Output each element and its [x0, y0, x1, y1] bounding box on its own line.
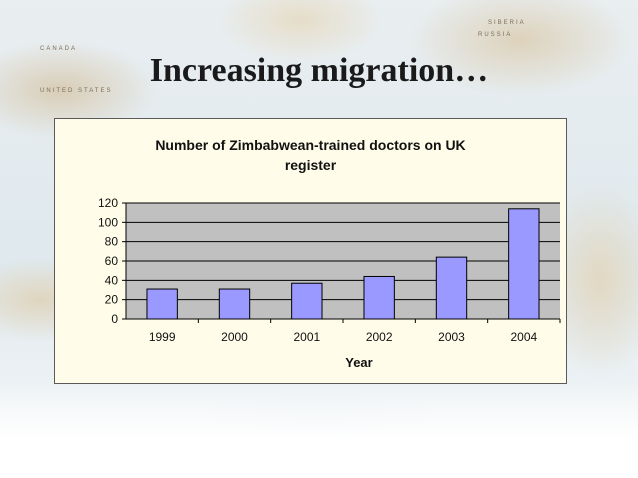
bar-2001 [291, 282, 323, 320]
y-tick-label: 60 [105, 254, 119, 268]
x-tick-label-2001: 2001 [293, 330, 320, 344]
bar-2002 [363, 275, 395, 320]
x-axis-title: Year [345, 355, 373, 370]
y-tick-label: 0 [111, 312, 118, 326]
chart-title: Number of Zimbabwean-trained doctors on … [55, 135, 566, 175]
slide-title: Increasing migration… [149, 52, 489, 89]
x-tick-label-1999: 1999 [149, 330, 176, 344]
map-label-siberia: SIBERIA [488, 20, 526, 26]
bar-1999 [146, 288, 178, 320]
bar-2000 [218, 288, 251, 320]
y-tick-label: 20 [105, 293, 119, 307]
x-tick-label-2004: 2004 [510, 330, 537, 344]
bar-chart: 0 20 40 60 80 100 120 1999 2000 2001 2002 2003 2004 [98, 196, 561, 344]
bar-2004 [508, 208, 540, 320]
x-tick-label-2000: 2000 [221, 330, 248, 344]
chart-title-line-2: register [284, 157, 337, 173]
chart-panel: Number of Zimbabwean-trained doctors on … [54, 118, 567, 384]
x-tick-label-2002: 2002 [366, 330, 393, 344]
x-tick-label-2003: 2003 [438, 330, 465, 344]
chart-title-line-1: Number of Zimbabwean-trained doctors on … [155, 137, 466, 153]
map-label-canada: CANADA [40, 46, 78, 52]
y-tick-label: 40 [105, 273, 119, 287]
y-tick-label: 100 [98, 215, 118, 229]
map-label-united-states: UNITED STATES [40, 88, 113, 94]
map-label-russia: RUSSIA [478, 32, 513, 38]
y-tick-label: 120 [98, 196, 118, 210]
y-tick-label: 80 [105, 235, 119, 249]
bar-2003 [435, 256, 468, 320]
